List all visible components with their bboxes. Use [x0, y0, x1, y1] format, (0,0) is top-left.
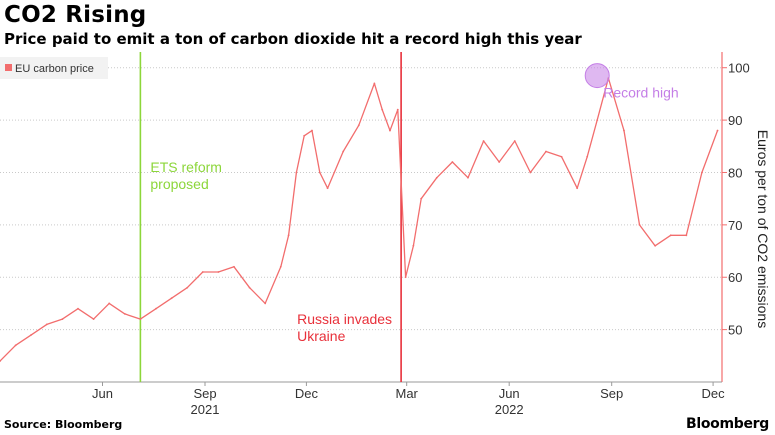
data-point — [529, 171, 532, 174]
y-tick-label: 80 — [728, 165, 742, 180]
legend: EU carbon price — [0, 57, 108, 79]
data-point — [248, 286, 251, 289]
chart-title: CO2 Rising — [4, 2, 147, 28]
data-point — [61, 318, 64, 321]
x-tick-label: Jun — [92, 386, 113, 401]
data-point — [451, 161, 454, 163]
data-point — [498, 161, 501, 163]
x-tick-label: Sep — [193, 386, 216, 401]
legend-label: EU carbon price — [15, 63, 94, 75]
x-tick-label: Dec — [295, 386, 319, 401]
data-point — [342, 150, 345, 153]
data-point — [586, 155, 589, 158]
data-point — [576, 187, 579, 190]
source-note: Source: Bloomberg — [4, 418, 123, 431]
data-point — [701, 171, 703, 174]
data-point — [326, 187, 329, 190]
event-label: Ukraine — [297, 328, 345, 344]
year-label: 2022 — [495, 402, 524, 417]
event-label: proposed — [150, 176, 208, 192]
data-point — [77, 307, 79, 310]
data-point — [669, 234, 672, 237]
data-point — [233, 265, 235, 268]
y-axis-title: Euros per ton of CO2 emissions — [755, 130, 771, 328]
data-point — [45, 323, 48, 326]
year-label: 2021 — [191, 402, 220, 417]
data-point — [14, 344, 17, 347]
data-point — [623, 129, 625, 132]
data-point — [303, 134, 306, 137]
y-tick-label: 70 — [728, 218, 742, 233]
y-tick-label: 60 — [728, 270, 742, 285]
record-high-marker — [584, 63, 610, 89]
y-tick-label: 50 — [728, 323, 742, 338]
data-point — [201, 271, 204, 273]
data-point — [318, 171, 321, 174]
data-point — [373, 82, 376, 85]
data-point — [396, 108, 399, 111]
record-high-label: Record high — [603, 85, 679, 101]
data-point — [513, 140, 516, 142]
data-point — [389, 129, 391, 132]
data-point — [596, 119, 599, 121]
data-point — [217, 271, 220, 273]
data-point — [545, 150, 547, 153]
data-point — [123, 313, 126, 315]
data-point — [186, 286, 189, 289]
x-tick-label: Sep — [600, 386, 623, 401]
x-tick-label: Mar — [395, 386, 418, 401]
data-point — [482, 140, 485, 142]
event-label: ETS reform — [150, 159, 222, 175]
bloomberg-logo: Bloomberg — [685, 416, 769, 432]
data-point — [381, 108, 384, 111]
legend-swatch — [5, 64, 12, 71]
x-tick-label: Jun — [499, 386, 520, 401]
data-point — [0, 360, 1, 362]
data-point — [716, 129, 719, 132]
series-line — [0, 77, 719, 362]
data-point — [420, 197, 423, 200]
chart-subtitle: Price paid to emit a ton of carbon dioxi… — [4, 30, 582, 48]
data-point — [295, 171, 298, 174]
data-point — [357, 124, 360, 127]
data-point — [404, 276, 407, 279]
data-point — [412, 244, 415, 247]
event-label: Russia invades — [297, 311, 392, 327]
y-tick-label: 90 — [728, 113, 742, 128]
data-point — [467, 176, 469, 179]
data-point — [654, 244, 657, 247]
data-point — [139, 318, 142, 321]
data-point — [30, 333, 33, 336]
legend-box — [0, 57, 108, 79]
data-point — [311, 129, 313, 132]
data-point — [155, 307, 157, 310]
data-point — [108, 302, 111, 305]
data-point — [92, 318, 95, 321]
data-point — [560, 155, 563, 158]
y-tick-label: 100 — [728, 61, 750, 76]
data-point — [264, 302, 267, 305]
data-point — [435, 176, 438, 179]
data-point — [638, 223, 641, 226]
data-point — [287, 234, 290, 237]
data-point — [170, 297, 173, 300]
data-point — [279, 265, 282, 268]
x-tick-label: Dec — [702, 386, 726, 401]
data-point — [685, 234, 688, 237]
